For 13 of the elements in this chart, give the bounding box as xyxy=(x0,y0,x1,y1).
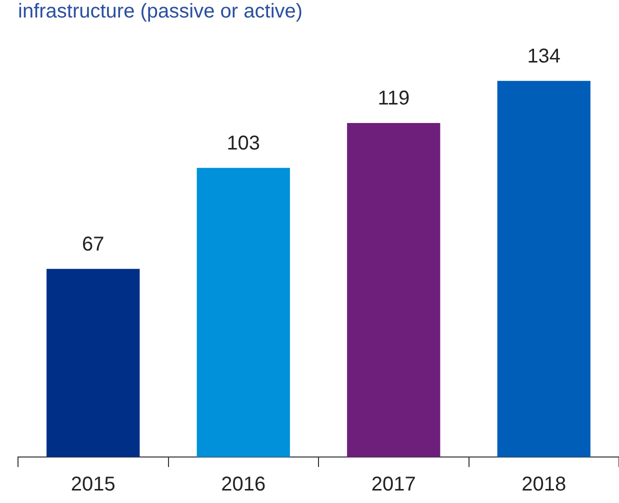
data-label: 134 xyxy=(527,45,561,68)
x-tick-label: 2018 xyxy=(522,474,566,496)
x-tick-label: 2017 xyxy=(371,474,416,496)
bar xyxy=(46,268,140,457)
bar xyxy=(347,122,440,457)
x-tick-label: 2015 xyxy=(70,474,116,496)
data-label: 103 xyxy=(226,132,260,154)
data-label: 119 xyxy=(378,87,410,110)
bar xyxy=(497,80,590,457)
x-tick-label: 2016 xyxy=(221,474,266,496)
data-label: 67 xyxy=(82,233,104,256)
chart-title: infrastructure (passive or active) xyxy=(18,0,303,23)
bar xyxy=(196,168,290,457)
